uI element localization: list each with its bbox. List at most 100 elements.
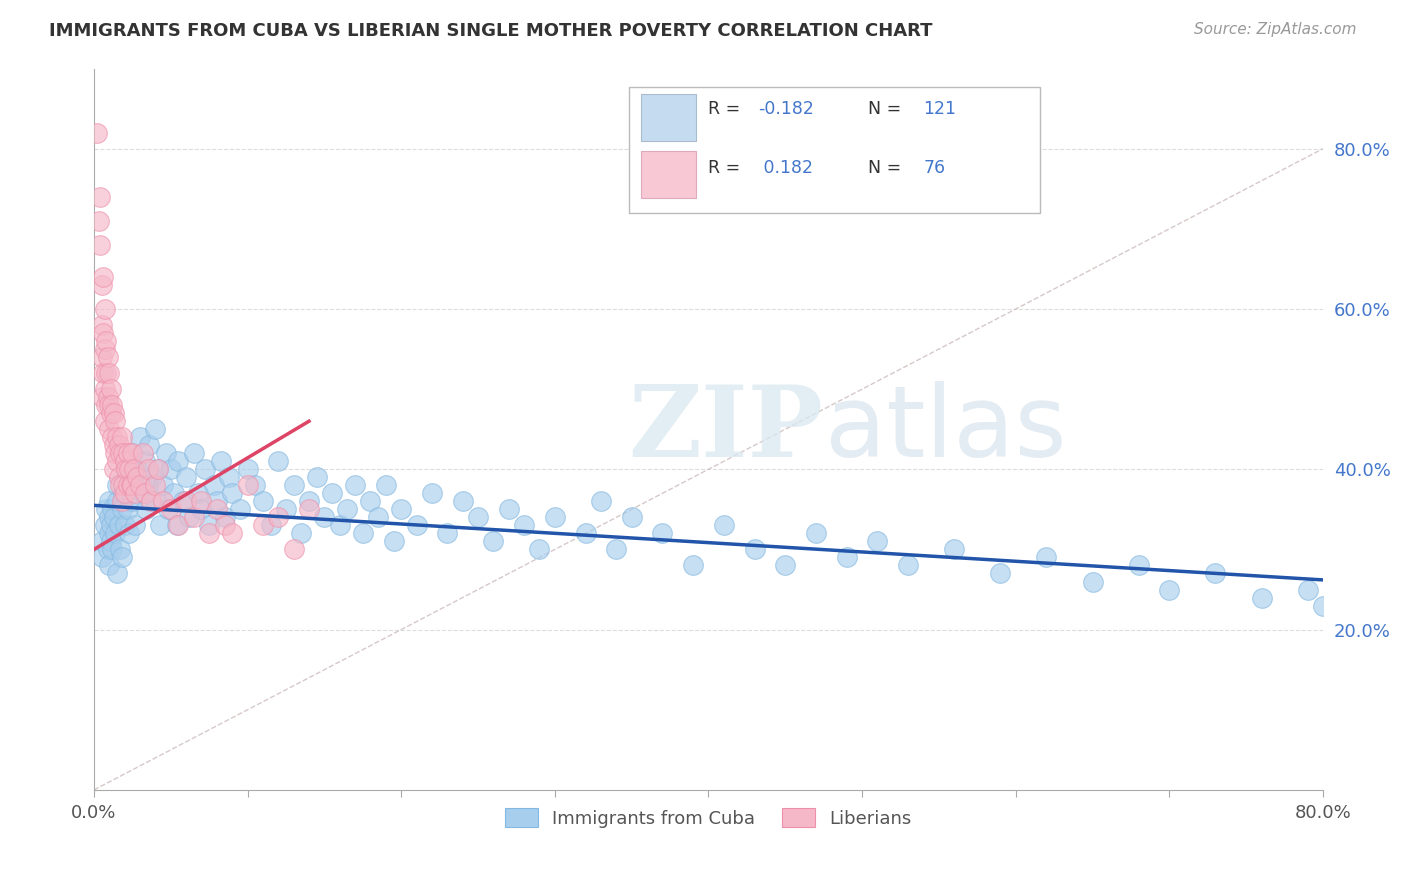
Point bbox=[101, 542, 124, 557]
Point bbox=[352, 526, 374, 541]
Point bbox=[138, 438, 160, 452]
Point bbox=[103, 406, 125, 420]
Point bbox=[148, 462, 170, 476]
Point bbox=[159, 462, 181, 476]
Point bbox=[86, 126, 108, 140]
Point bbox=[114, 518, 136, 533]
Point bbox=[605, 542, 627, 557]
Point bbox=[93, 342, 115, 356]
Point bbox=[112, 446, 135, 460]
Point bbox=[136, 478, 159, 492]
Point bbox=[91, 326, 114, 340]
Point bbox=[1204, 566, 1226, 581]
Point bbox=[236, 478, 259, 492]
Point bbox=[90, 350, 112, 364]
Point bbox=[205, 502, 228, 516]
Point bbox=[804, 526, 827, 541]
Point bbox=[97, 542, 120, 557]
Point bbox=[336, 502, 359, 516]
Point bbox=[98, 366, 121, 380]
Point bbox=[118, 462, 141, 476]
Point bbox=[190, 502, 212, 516]
Text: ZIP: ZIP bbox=[628, 381, 824, 478]
Point bbox=[159, 502, 181, 516]
Point bbox=[97, 390, 120, 404]
Point bbox=[259, 518, 281, 533]
Point bbox=[107, 438, 129, 452]
Point bbox=[221, 486, 243, 500]
Point bbox=[467, 510, 489, 524]
Point bbox=[198, 526, 221, 541]
Point bbox=[620, 510, 643, 524]
Point bbox=[214, 510, 236, 524]
Point bbox=[91, 269, 114, 284]
Point bbox=[420, 486, 443, 500]
Point bbox=[129, 478, 152, 492]
Point bbox=[1035, 550, 1057, 565]
Point bbox=[193, 462, 215, 476]
Point bbox=[359, 494, 381, 508]
Point bbox=[367, 510, 389, 524]
FancyBboxPatch shape bbox=[641, 152, 696, 198]
Point bbox=[174, 470, 197, 484]
Point bbox=[145, 422, 167, 436]
Text: atlas: atlas bbox=[825, 381, 1067, 478]
Point bbox=[544, 510, 567, 524]
Point bbox=[90, 550, 112, 565]
Point bbox=[98, 558, 121, 573]
Point bbox=[125, 462, 148, 476]
Text: R =: R = bbox=[709, 100, 747, 118]
Point bbox=[190, 494, 212, 508]
Point bbox=[90, 534, 112, 549]
Point bbox=[163, 486, 186, 500]
Point bbox=[103, 462, 125, 476]
Point bbox=[105, 454, 128, 468]
Point bbox=[104, 446, 127, 460]
Point bbox=[104, 526, 127, 541]
Point bbox=[103, 438, 125, 452]
Point bbox=[148, 462, 170, 476]
Point bbox=[105, 430, 128, 444]
Point bbox=[110, 494, 132, 508]
Point bbox=[183, 510, 205, 524]
Point bbox=[112, 478, 135, 492]
Point bbox=[775, 558, 797, 573]
Point bbox=[183, 446, 205, 460]
Point bbox=[117, 502, 139, 516]
Point bbox=[100, 406, 122, 420]
Point bbox=[115, 462, 138, 476]
Point bbox=[252, 518, 274, 533]
Point bbox=[298, 494, 321, 508]
Point bbox=[283, 542, 305, 557]
Point bbox=[91, 366, 114, 380]
Point bbox=[103, 510, 125, 524]
Point bbox=[835, 550, 858, 565]
Point bbox=[117, 478, 139, 492]
Point bbox=[93, 301, 115, 316]
Point bbox=[218, 470, 240, 484]
Point bbox=[152, 494, 174, 508]
Point bbox=[382, 534, 405, 549]
Point bbox=[290, 526, 312, 541]
Point bbox=[211, 454, 233, 468]
Point bbox=[145, 494, 167, 508]
Point bbox=[107, 518, 129, 533]
Point bbox=[252, 494, 274, 508]
Point bbox=[167, 454, 190, 468]
Point bbox=[122, 478, 145, 492]
Point bbox=[314, 510, 336, 524]
Point bbox=[329, 518, 352, 533]
Point bbox=[139, 494, 162, 508]
Point bbox=[107, 470, 129, 484]
Point bbox=[101, 502, 124, 516]
Point bbox=[98, 422, 121, 436]
Point bbox=[498, 502, 520, 516]
Point bbox=[198, 518, 221, 533]
Point bbox=[108, 446, 131, 460]
Point bbox=[93, 518, 115, 533]
Point bbox=[943, 542, 966, 557]
Point bbox=[513, 518, 536, 533]
Point bbox=[283, 478, 305, 492]
Point bbox=[89, 238, 111, 252]
Point bbox=[344, 478, 367, 492]
